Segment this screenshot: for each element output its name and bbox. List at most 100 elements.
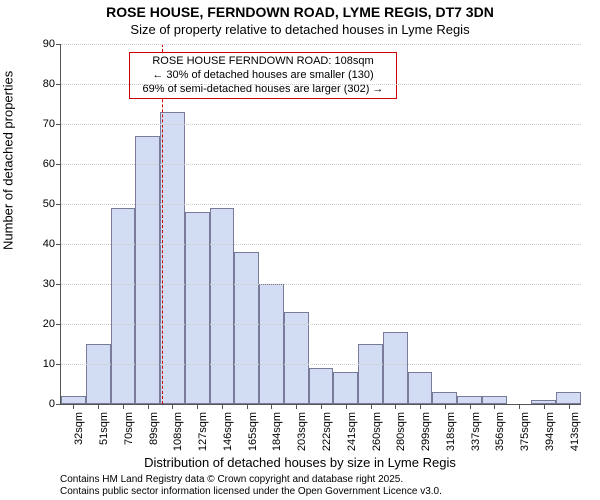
xtick-label: 89sqm — [148, 410, 160, 445]
histogram-bar — [86, 344, 111, 404]
gridline-h — [61, 84, 581, 85]
xtick-label: 127sqm — [197, 410, 209, 451]
gridline-h — [61, 164, 581, 165]
xtick-mark — [247, 404, 248, 409]
xtick-label: 222sqm — [321, 410, 333, 451]
xtick-label: 146sqm — [222, 410, 234, 451]
xtick-label: 280sqm — [395, 410, 407, 451]
attribution-line-2: Contains public sector information licen… — [60, 486, 442, 498]
gridline-h — [61, 364, 581, 365]
histogram-bar — [309, 368, 334, 404]
histogram-bar — [408, 372, 433, 404]
gridline-h — [61, 244, 581, 245]
xtick-label: 337sqm — [470, 410, 482, 451]
xtick-mark — [73, 404, 74, 409]
ytick-label: 60 — [43, 158, 55, 170]
ytick-mark — [56, 244, 61, 245]
ytick-mark — [56, 284, 61, 285]
xtick-mark — [544, 404, 545, 409]
ytick-label: 50 — [43, 198, 55, 210]
gridline-h — [61, 204, 581, 205]
annotation-box: ROSE HOUSE FERNDOWN ROAD: 108sqm ← 30% o… — [129, 52, 397, 99]
ytick-mark — [56, 124, 61, 125]
xtick-mark — [172, 404, 173, 409]
histogram-bar — [333, 372, 358, 404]
xtick-mark — [98, 404, 99, 409]
ytick-mark — [56, 164, 61, 165]
xtick-label: 184sqm — [271, 410, 283, 451]
ytick-mark — [56, 324, 61, 325]
xtick-label: 318sqm — [445, 410, 457, 451]
xtick-label: 32sqm — [73, 410, 85, 445]
xtick-mark — [271, 404, 272, 409]
histogram-bar — [482, 396, 507, 404]
chart-subtitle: Size of property relative to detached ho… — [0, 22, 600, 37]
gridline-h — [61, 284, 581, 285]
histogram-bar — [383, 332, 408, 404]
xtick-label: 260sqm — [371, 410, 383, 451]
xtick-label: 108sqm — [172, 410, 184, 451]
ytick-mark — [56, 364, 61, 365]
xtick-label: 394sqm — [544, 410, 556, 451]
xtick-mark — [296, 404, 297, 409]
histogram-bar — [284, 312, 309, 404]
xtick-label: 241sqm — [346, 410, 358, 451]
xtick-mark — [445, 404, 446, 409]
ytick-label: 0 — [49, 398, 55, 410]
histogram-bar — [432, 392, 457, 404]
histogram-bar — [160, 112, 185, 404]
ytick-mark — [56, 44, 61, 45]
x-axis-label: Distribution of detached houses by size … — [0, 455, 600, 470]
xtick-label: 413sqm — [569, 410, 581, 451]
histogram-bar — [556, 392, 581, 404]
histogram-bar — [185, 212, 210, 404]
annotation-line-2: ← 30% of detached houses are smaller (13… — [136, 69, 390, 83]
ytick-label: 70 — [43, 118, 55, 130]
plot-area: ROSE HOUSE FERNDOWN ROAD: 108sqm ← 30% o… — [60, 44, 581, 405]
gridline-h — [61, 324, 581, 325]
ytick-mark — [56, 84, 61, 85]
chart-title: ROSE HOUSE, FERNDOWN ROAD, LYME REGIS, D… — [0, 4, 600, 20]
ytick-label: 30 — [43, 278, 55, 290]
histogram-bar — [358, 344, 383, 404]
ytick-label: 10 — [43, 358, 55, 370]
ytick-mark — [56, 404, 61, 405]
histogram-bar — [61, 396, 86, 404]
xtick-mark — [197, 404, 198, 409]
xtick-mark — [123, 404, 124, 409]
xtick-mark — [494, 404, 495, 409]
attribution-line-1: Contains HM Land Registry data © Crown c… — [60, 474, 442, 486]
xtick-mark — [321, 404, 322, 409]
annotation-line-1: ROSE HOUSE FERNDOWN ROAD: 108sqm — [136, 55, 390, 69]
xtick-mark — [222, 404, 223, 409]
xtick-label: 356sqm — [494, 410, 506, 451]
xtick-mark — [346, 404, 347, 409]
histogram-bar — [259, 284, 284, 404]
attribution: Contains HM Land Registry data © Crown c… — [60, 474, 442, 498]
xtick-label: 51sqm — [98, 410, 110, 445]
xtick-mark — [519, 404, 520, 409]
histogram-bar — [234, 252, 259, 404]
xtick-label: 299sqm — [420, 410, 432, 451]
xtick-mark — [470, 404, 471, 409]
xtick-label: 70sqm — [123, 410, 135, 445]
xtick-mark — [420, 404, 421, 409]
histogram-bar — [457, 396, 482, 404]
gridline-h — [61, 124, 581, 125]
histogram-bar — [111, 208, 136, 404]
xtick-label: 203sqm — [296, 410, 308, 451]
xtick-label: 165sqm — [247, 410, 259, 451]
ytick-label: 80 — [43, 78, 55, 90]
ytick-label: 40 — [43, 238, 55, 250]
xtick-mark — [371, 404, 372, 409]
ytick-label: 90 — [43, 38, 55, 50]
property-size-histogram: ROSE HOUSE, FERNDOWN ROAD, LYME REGIS, D… — [0, 0, 600, 500]
histogram-bar — [210, 208, 235, 404]
ytick-mark — [56, 204, 61, 205]
xtick-label: 375sqm — [519, 410, 531, 451]
ytick-label: 20 — [43, 318, 55, 330]
xtick-mark — [569, 404, 570, 409]
xtick-mark — [148, 404, 149, 409]
xtick-mark — [395, 404, 396, 409]
y-axis-label: Number of detached properties — [1, 71, 16, 250]
